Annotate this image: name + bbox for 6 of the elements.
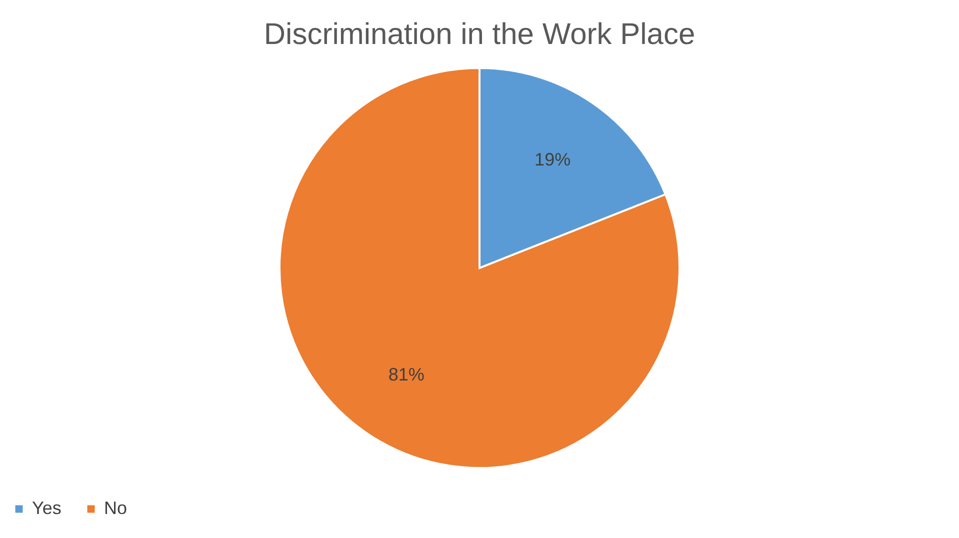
pie-slice (278, 67, 680, 469)
data-label: 19% (534, 149, 571, 170)
legend-label: No (104, 498, 128, 518)
legend-label: Yes (32, 498, 62, 518)
data-label: 81% (388, 364, 424, 385)
chart-title: Discrimination in the Work Place (264, 18, 696, 51)
